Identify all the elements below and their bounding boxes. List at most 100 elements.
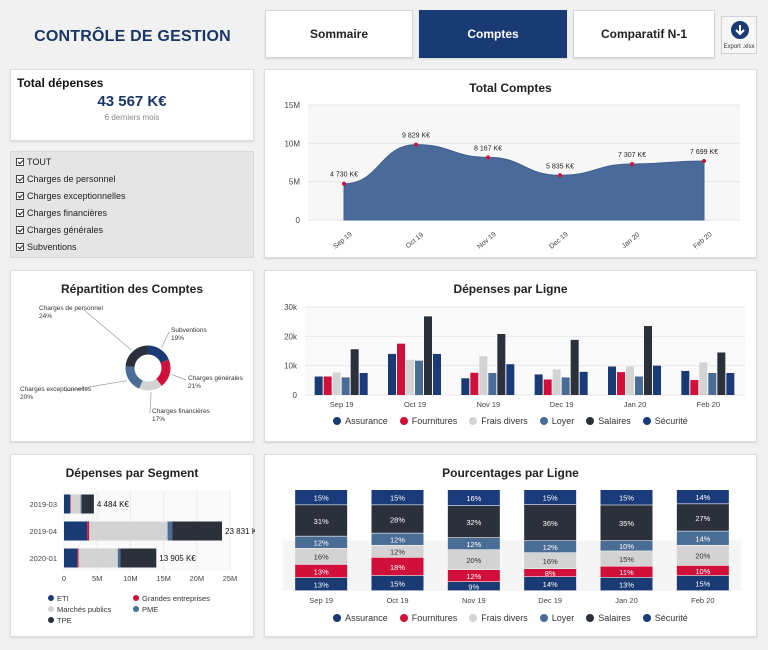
bar-total-label: 13 905 K€ xyxy=(159,554,196,563)
segment-label: 15% xyxy=(543,494,558,503)
stack-segment xyxy=(447,570,500,582)
legend-label: PME xyxy=(142,605,158,614)
export-button[interactable]: Export .xlsx xyxy=(721,16,757,54)
pourcentages-ligne-card: Pourcentages par Ligne 13% 13% 16% 12% 31% 15… xyxy=(264,454,757,637)
bar xyxy=(497,333,506,395)
filter-label: Charges générales xyxy=(27,225,104,235)
segment-label: 20% xyxy=(466,556,481,565)
plot-background xyxy=(305,307,745,395)
export-label: Export .xlsx xyxy=(723,44,755,50)
stack-segment xyxy=(524,490,577,505)
filter-charges-generales[interactable]: Charges générales xyxy=(16,225,103,235)
legend-item: Loyer xyxy=(539,416,574,426)
bar xyxy=(699,362,708,395)
depenses-ligne-title: Dépenses par Ligne xyxy=(453,282,568,296)
legend-item: Loyer xyxy=(539,613,575,623)
depenses-segment-chart: 0 5M 10M 15M 20M 25M 4 484 K€ 2019-03 23 831 K€ 2… xyxy=(29,491,255,625)
y-tick-label: 15M xyxy=(284,101,300,110)
y-tick-label: 5M xyxy=(289,178,300,187)
filter-charges-financieres[interactable]: Charges financières xyxy=(16,208,107,218)
bar xyxy=(506,364,515,395)
filter-charges-personnel[interactable]: Charges de personnel xyxy=(16,174,116,184)
segment-label: 18% xyxy=(390,563,405,572)
total-comptes-card: Total Comptes 15M 10M 5M 0 4 730 K€ Sep 19 9 8… xyxy=(264,69,757,258)
legend-label: Loyer xyxy=(551,613,575,623)
download-icon xyxy=(731,21,749,39)
leader-line xyxy=(83,309,132,351)
pourcentages-ligne-chart: 13% 13% 16% 12% 31% 15% Sep 19 15% 18% 12% 12% 28% 1… xyxy=(283,490,741,605)
checkbox-icon[interactable] xyxy=(16,192,24,200)
legend-label: Salaires xyxy=(598,416,631,426)
checkbox-icon[interactable] xyxy=(16,243,24,251)
segment-label: 12% xyxy=(390,535,405,544)
stack-segment xyxy=(295,490,348,505)
bar-segment xyxy=(78,548,118,568)
legend-item: Assurance xyxy=(333,416,388,426)
segment-label: 12% xyxy=(466,540,481,549)
stack-segment xyxy=(524,541,577,553)
legend-label: Fournitures xyxy=(411,613,458,623)
checkbox-icon[interactable] xyxy=(16,209,24,217)
segment-label: 12% xyxy=(543,543,558,552)
legend-label: Assurance xyxy=(345,613,388,623)
filter-tout[interactable]: TOUT xyxy=(16,157,51,167)
data-point xyxy=(486,155,490,160)
bar xyxy=(726,373,735,395)
depenses-segment-title: Dépenses par Segment xyxy=(65,466,199,480)
tab-comparatif[interactable]: Comparatif N-1 xyxy=(573,10,715,58)
x-tick-label: Dec 19 xyxy=(550,400,574,409)
segment-label: 10% xyxy=(619,542,634,551)
legend-label: Grandes entreprises xyxy=(142,594,210,603)
legend-item: Sécurité xyxy=(642,416,688,426)
x-tick-label: Dec 19 xyxy=(538,596,562,605)
bar-segment xyxy=(64,548,78,568)
data-label: 7 699 K€ xyxy=(690,149,718,156)
x-tick-label: 5M xyxy=(92,574,102,583)
bar xyxy=(314,376,323,395)
filter-charges-exceptionnelles[interactable]: Charges exceptionnelles xyxy=(16,191,126,201)
legend-item: Salaires xyxy=(586,613,631,623)
segment-label: 14% xyxy=(695,534,710,543)
bar xyxy=(433,353,441,395)
y-tick-label: 2019-04 xyxy=(29,527,57,536)
segment-label: 12% xyxy=(466,572,481,581)
bar xyxy=(552,369,561,395)
slice-value: 20% xyxy=(20,394,33,401)
filter-label: TOUT xyxy=(27,157,52,167)
legend-dot-icon xyxy=(586,614,595,622)
segment-label: 15% xyxy=(390,579,405,588)
bar xyxy=(388,353,396,395)
stack-segment xyxy=(676,504,729,531)
x-tick-label: Oct 19 xyxy=(405,231,425,250)
legend-label: Marchés publics xyxy=(57,605,111,614)
repartition-card: Répartition des Comptes Subventions 19% Ch… xyxy=(10,270,254,442)
x-tick-label: 0 xyxy=(62,574,66,583)
bar xyxy=(341,377,350,395)
checkbox-icon[interactable] xyxy=(16,175,24,183)
depenses-segment-card: Dépenses par Segment 0 5M 10M 15M 20M 25M 4 48… xyxy=(10,454,255,637)
bar-segment xyxy=(89,521,168,541)
bar-segment xyxy=(172,521,223,541)
segment-label: 27% xyxy=(695,514,710,523)
legend-item: Frais divers xyxy=(469,416,528,426)
y-tick-label: 2020-01 xyxy=(29,554,57,563)
donut-slice xyxy=(125,345,149,368)
checkbox-icon[interactable] xyxy=(16,226,24,234)
donut-slice xyxy=(147,345,169,364)
x-tick-label: Sep 19 xyxy=(330,400,354,409)
segment-label: 15% xyxy=(390,494,405,503)
stack-segment xyxy=(676,531,729,545)
legend-dot-icon xyxy=(399,614,408,622)
x-tick-label: 25M xyxy=(223,574,238,583)
legend-dot-icon xyxy=(539,614,548,622)
tab-comptes[interactable]: Comptes xyxy=(419,10,567,58)
checkbox-icon[interactable] xyxy=(16,158,24,166)
tab-sommaire[interactable]: Sommaire xyxy=(265,10,413,58)
stack-segment xyxy=(524,505,577,541)
bar xyxy=(561,377,570,395)
legend-item: Frais divers xyxy=(469,613,528,623)
stack-segment xyxy=(447,538,500,550)
filter-subventions[interactable]: Subventions xyxy=(16,242,77,252)
stack-segment xyxy=(676,565,729,576)
bar-segment xyxy=(69,494,71,514)
